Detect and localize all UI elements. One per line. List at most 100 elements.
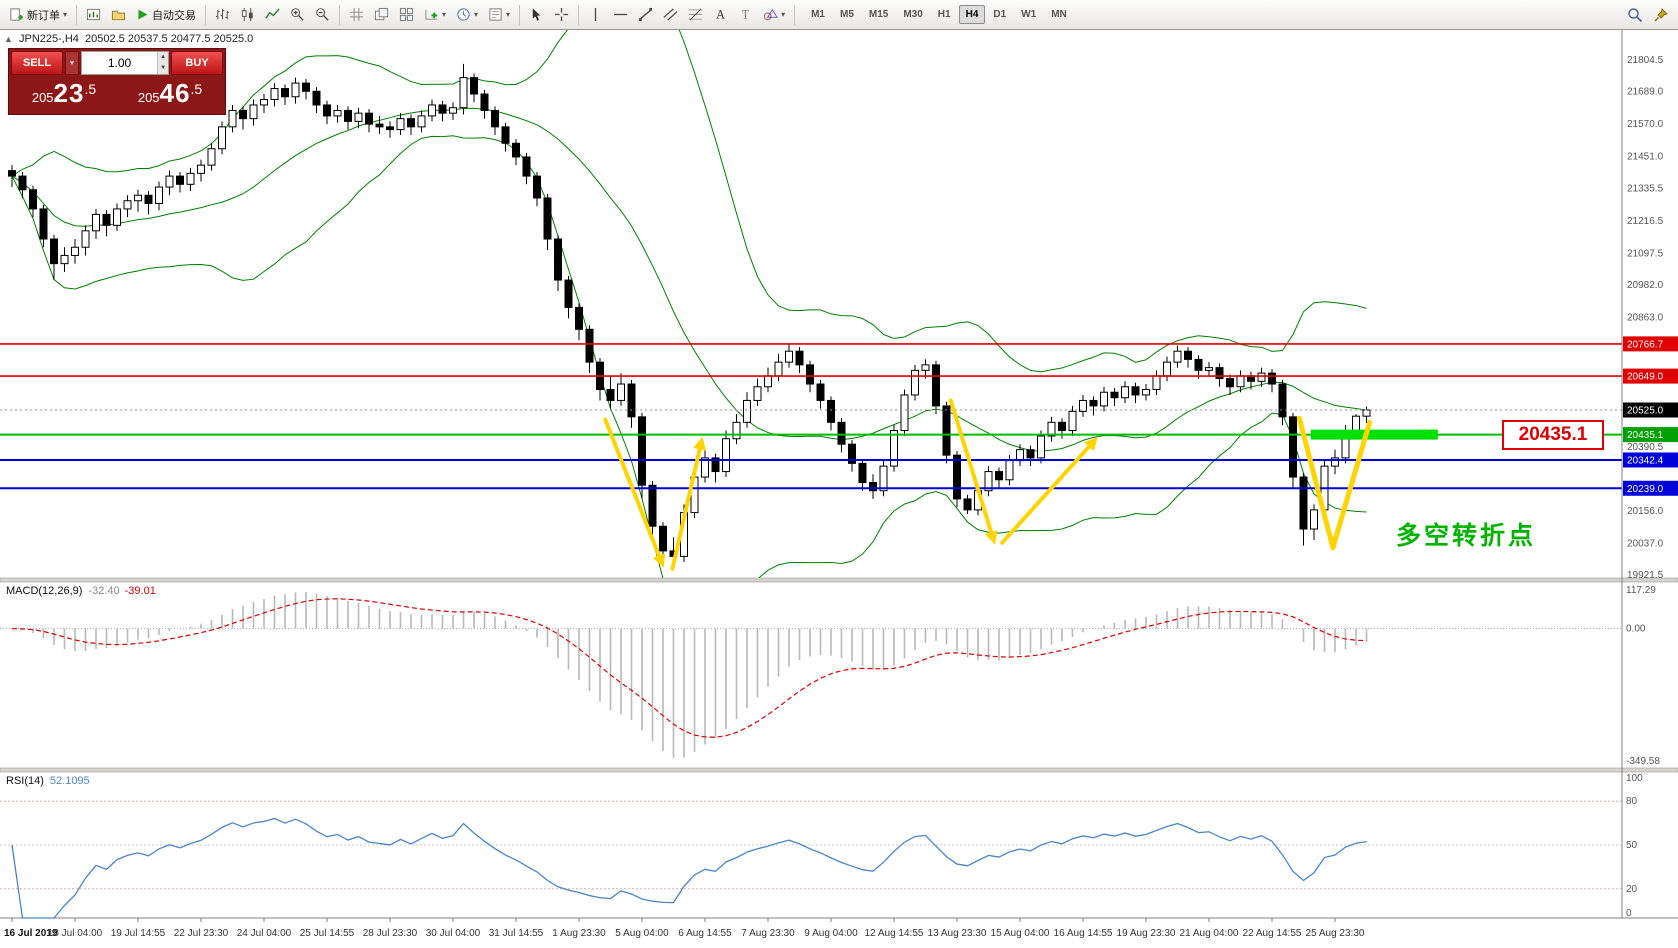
one-click-trading-panel: SELL ▼ ▲ ▼ BUY 20523.5 20546.5 xyxy=(8,48,226,115)
svg-text:20390.5: 20390.5 xyxy=(1627,442,1664,453)
new-order-button[interactable]: 新订单 ▾ xyxy=(5,4,71,26)
volume-up-button[interactable]: ▲ xyxy=(160,54,167,60)
candlestick-type-button[interactable] xyxy=(236,4,259,26)
tf-button-D1[interactable]: D1 xyxy=(986,5,1013,24)
tf-button-M15[interactable]: M15 xyxy=(862,5,895,24)
price-level-label[interactable]: 20435.1 xyxy=(1502,420,1604,450)
rsi-line xyxy=(11,817,1367,919)
arrow-annotation xyxy=(603,417,663,563)
arrow-annotation xyxy=(670,442,703,571)
svg-text:21097.5: 21097.5 xyxy=(1627,248,1664,259)
crosshair-icon xyxy=(555,7,569,22)
tf-button-M30[interactable]: M30 xyxy=(896,5,929,24)
label-tool-button[interactable]: T xyxy=(734,4,757,26)
shapes-tool-button[interactable]: ▾ xyxy=(759,4,789,26)
panel-separator[interactable] xyxy=(0,767,1678,773)
chart-window-icon xyxy=(86,8,101,21)
pin-button[interactable] xyxy=(1649,4,1673,26)
volume-down-button[interactable]: ▼ xyxy=(160,65,167,71)
bar-chart-type-button[interactable] xyxy=(211,4,234,26)
symbol-ohlc-line: ▲ JPN225-,H4 20502.5 20537.5 20477.5 205… xyxy=(4,33,253,45)
buy-price[interactable]: 20546.5 xyxy=(137,78,203,108)
volume-input[interactable] xyxy=(82,52,158,74)
svg-text:9 Aug 04:00: 9 Aug 04:00 xyxy=(804,928,858,939)
trendline-tool-button[interactable] xyxy=(634,4,657,26)
cascade-icon xyxy=(374,7,389,21)
ohlc-values: 20502.5 20537.5 20477.5 20525.0 xyxy=(85,33,254,45)
svg-text:20239.0: 20239.0 xyxy=(1627,484,1664,495)
fibonacci-tool-button[interactable] xyxy=(684,4,707,26)
zoom-in-button[interactable] xyxy=(286,4,309,26)
svg-text:12 Aug 14:55: 12 Aug 14:55 xyxy=(865,928,924,939)
tf-button-MN[interactable]: MN xyxy=(1044,5,1074,24)
svg-text:5 Aug 04:00: 5 Aug 04:00 xyxy=(615,928,669,939)
horizontal-line-tool-button[interactable] xyxy=(609,4,632,26)
periods-button[interactable]: ▾ xyxy=(452,4,482,26)
macd-histogram xyxy=(21,591,1368,759)
line-chart-type-button[interactable] xyxy=(261,4,284,26)
text-tool-button[interactable]: A xyxy=(709,4,732,26)
volume-stepper: ▲ ▼ xyxy=(81,51,169,75)
svg-text:100: 100 xyxy=(1626,773,1643,784)
autotrade-button[interactable]: 自动交易 xyxy=(132,4,200,26)
macd-signal-line xyxy=(11,598,1367,738)
toolbar-separator xyxy=(76,4,78,25)
panel-toggle-icon[interactable]: ▲ xyxy=(4,34,13,44)
rsi-value: 52.1095 xyxy=(49,775,90,787)
turning-point-note: 多空转折点 xyxy=(1396,522,1537,550)
toolbar-separator xyxy=(578,4,580,25)
svg-text:20037.0: 20037.0 xyxy=(1627,539,1664,550)
toolbar: 新订单 ▾ 自动交易 xyxy=(0,0,1678,30)
tile-icon xyxy=(399,7,414,22)
macd-header: MACD(12,26,9) -32.40 -39.01 xyxy=(6,585,156,597)
tile-windows-button[interactable] xyxy=(395,4,418,26)
svg-text:20: 20 xyxy=(1626,884,1638,895)
svg-text:0.00: 0.00 xyxy=(1626,624,1646,635)
svg-text:20342.4: 20342.4 xyxy=(1627,455,1664,466)
arrow-annotation xyxy=(948,398,995,540)
tf-button-M1[interactable]: M1 xyxy=(804,5,832,24)
tf-button-M5[interactable]: M5 xyxy=(833,5,861,24)
toolbar-separator xyxy=(794,4,796,25)
tf-button-H4[interactable]: H4 xyxy=(958,5,986,24)
tf-button-W1[interactable]: W1 xyxy=(1014,5,1043,24)
buy-button[interactable]: BUY xyxy=(171,51,223,75)
cursor-tool-button[interactable] xyxy=(525,4,548,26)
svg-text:21689.0: 21689.0 xyxy=(1627,87,1664,98)
search-button[interactable] xyxy=(1623,4,1647,26)
cascade-windows-button[interactable] xyxy=(370,4,393,26)
new-order-icon xyxy=(10,8,24,21)
sell-price[interactable]: 20523.5 xyxy=(31,78,97,108)
svg-text:16 Jul 2019: 16 Jul 2019 xyxy=(4,928,58,939)
arrow-annotation xyxy=(1296,415,1336,551)
zoom-out-button[interactable] xyxy=(311,4,334,26)
svg-text:31 Jul 14:55: 31 Jul 14:55 xyxy=(489,928,544,939)
channel-tool-button[interactable] xyxy=(659,4,682,26)
indicators-button[interactable]: ▾ xyxy=(420,4,450,26)
profiles-button[interactable] xyxy=(107,4,130,26)
price-tag xyxy=(1623,452,1678,468)
indicator-plus-icon xyxy=(425,9,438,20)
grid-button[interactable] xyxy=(345,4,368,26)
arrow-head xyxy=(693,436,706,451)
sell-button[interactable]: SELL xyxy=(11,51,63,75)
svg-text:20982.0: 20982.0 xyxy=(1627,280,1664,291)
svg-text:T: T xyxy=(742,8,750,22)
price-tag xyxy=(1623,368,1678,384)
bollinger-band xyxy=(11,107,1367,452)
svg-text:25 Aug 23:30: 25 Aug 23:30 xyxy=(1306,928,1365,939)
vertical-line-icon xyxy=(594,7,597,22)
macd-name: MACD(12,26,9) xyxy=(6,585,83,597)
fibonacci-icon xyxy=(689,8,703,21)
svg-text:30 Jul 04:00: 30 Jul 04:00 xyxy=(426,928,481,939)
chevron-down-icon: ▾ xyxy=(442,10,447,19)
vertical-line-tool-button[interactable] xyxy=(584,4,607,26)
panel-separator[interactable] xyxy=(0,577,1678,583)
crosshair-tool-button[interactable] xyxy=(550,4,573,26)
tf-button-H1[interactable]: H1 xyxy=(931,5,958,24)
charts-window-button[interactable] xyxy=(82,4,105,26)
price-tag xyxy=(1623,427,1678,443)
templates-button[interactable]: ▾ xyxy=(484,4,514,26)
order-options-dropdown[interactable]: ▼ xyxy=(65,51,79,75)
